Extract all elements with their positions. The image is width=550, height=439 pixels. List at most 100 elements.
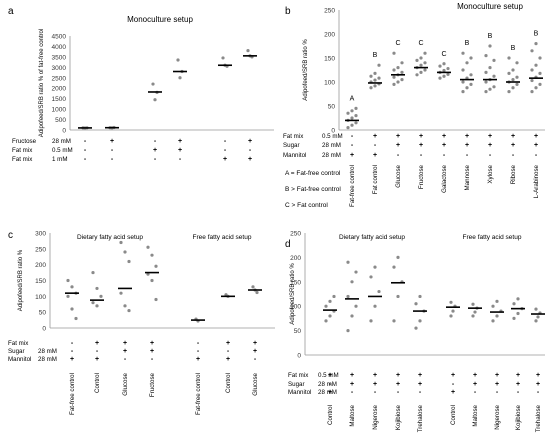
condition-mark-d: - [474, 389, 477, 396]
data-point-b [392, 51, 396, 55]
data-point-d [328, 299, 332, 303]
category-label-b: Galactose [441, 164, 448, 192]
data-point-a [178, 76, 182, 80]
condition-conc-d: 28 mM [318, 381, 337, 388]
data-point-a [221, 56, 225, 60]
condition-mark-b: - [351, 133, 354, 140]
condition-mark-c: + [95, 340, 99, 347]
data-point-b [534, 86, 538, 90]
category-label-d: Nigerose [372, 404, 379, 429]
condition-mark-d: + [418, 381, 422, 388]
condition-mark-c: + [150, 340, 154, 347]
data-point-d [396, 255, 400, 259]
significance-letter-b: B [511, 45, 516, 52]
data-point-b [350, 109, 354, 113]
chart-title-b: Monoculture setup [457, 2, 523, 11]
condition-mark-a: + [223, 156, 227, 163]
data-point-b [507, 71, 511, 75]
y-tick-label-a: 0 [62, 128, 66, 135]
section-title-d-0: Dietary fatty acid setup [339, 234, 405, 241]
y-tick-label-d: 200 [290, 255, 301, 262]
data-point-d [328, 314, 332, 318]
significance-letter-b: B [488, 33, 493, 40]
data-point-b [484, 80, 488, 84]
condition-conc-a: 28 mM [52, 138, 71, 145]
category-label-b: Fat-free control [349, 165, 356, 207]
data-point-c [91, 270, 95, 275]
data-point-d [373, 304, 377, 308]
category-label-b: Fructose [418, 164, 425, 189]
condition-mark-d: + [373, 381, 377, 388]
data-point-b [469, 56, 473, 60]
condition-mark-d: + [451, 372, 455, 379]
data-point-d [418, 294, 422, 299]
condition-mark-a: - [84, 147, 87, 154]
y-tick-label-d: 250 [290, 231, 301, 238]
data-point-d [354, 304, 358, 308]
condition-mark-c: - [197, 348, 200, 355]
category-label-d: Kojibiose [515, 404, 522, 430]
significance-letter-b: C [441, 51, 446, 58]
y-tick-label-d: 100 [290, 304, 301, 311]
condition-conc-b: 28 mM [322, 142, 341, 149]
condition-mark-d: + [495, 381, 499, 388]
data-point-c [70, 285, 74, 289]
significance-letter-b: B [373, 52, 378, 59]
condition-mark-a: + [248, 156, 252, 163]
data-point-d [495, 314, 499, 318]
data-point-a [151, 82, 155, 86]
condition-mark-a: - [179, 156, 182, 163]
data-point-d [354, 270, 358, 274]
data-point-c [91, 301, 95, 305]
data-point-d [516, 311, 520, 316]
condition-mark-d: - [452, 381, 455, 388]
data-point-b [446, 72, 450, 76]
panel-label-b: b [285, 6, 291, 17]
data-point-c [99, 294, 103, 298]
data-point-d [414, 326, 418, 330]
condition-mark-d: + [396, 381, 400, 388]
condition-mark-b: - [443, 152, 446, 159]
condition-mark-b: + [419, 133, 423, 140]
data-point-b [511, 86, 515, 90]
category-label-c: Control [94, 373, 101, 393]
panel-label-d: d [285, 239, 291, 250]
data-point-d [495, 299, 499, 303]
data-point-b [400, 61, 404, 65]
condition-mark-d: - [537, 389, 540, 396]
legend-line-b: A = Fat-free control [285, 170, 341, 177]
condition-mark-d: + [373, 372, 377, 379]
category-label-b: Glucose [395, 164, 402, 187]
y-tick-label-a: 3500 [52, 54, 67, 61]
data-point-b [373, 84, 377, 88]
condition-mark-c: - [71, 348, 74, 355]
data-point-c [95, 304, 99, 308]
y-tick-label-d: 0 [297, 353, 301, 360]
data-point-b [350, 123, 354, 127]
data-point-b [511, 68, 515, 72]
data-point-b [461, 68, 465, 72]
condition-label-b: Mannitol [283, 152, 306, 159]
data-point-c [255, 290, 259, 295]
condition-mark-c: - [197, 340, 200, 347]
data-point-b [492, 58, 496, 63]
data-point-d [350, 280, 354, 284]
condition-label-b: Sugar [283, 142, 300, 149]
data-point-d [418, 319, 422, 323]
data-point-d [451, 309, 455, 313]
data-point-b [423, 51, 427, 55]
condition-mark-d: + [451, 389, 455, 396]
condition-label-d: Sugar [288, 381, 305, 388]
y-tick-label-b: 50 [328, 104, 336, 111]
condition-mark-d: + [536, 381, 540, 388]
category-label-d: Maltose [472, 404, 479, 426]
y-tick-label-d: 50 [294, 328, 302, 335]
condition-mark-b: + [465, 133, 469, 140]
data-point-b [538, 82, 542, 86]
condition-mark-b: - [374, 142, 377, 149]
condition-mark-d: + [396, 372, 400, 379]
condition-mark-b: + [465, 142, 469, 149]
condition-conc-d: 28 mM [318, 389, 337, 396]
data-point-b [469, 73, 473, 77]
data-point-a [153, 98, 157, 102]
